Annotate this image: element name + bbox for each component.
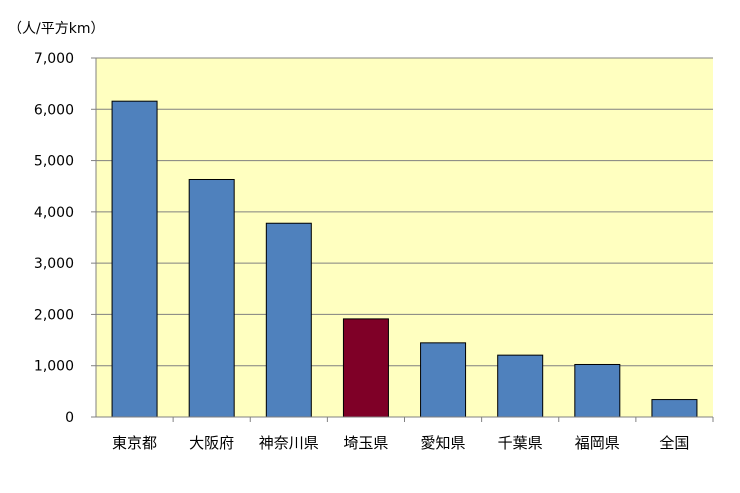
y-tick-label: 4,000: [34, 205, 74, 221]
x-tick-label: 福岡県: [575, 434, 620, 452]
y-tick-label: 2,000: [34, 307, 74, 323]
bar-2: [265, 222, 312, 418]
x-tick-label: 千葉県: [498, 434, 543, 452]
bar-4: [420, 342, 467, 418]
y-tick-label: 0: [65, 410, 74, 426]
x-tick-label: 埼玉県: [343, 434, 388, 452]
x-tick-label: 全国: [659, 434, 689, 452]
x-tick-label: 神奈川県: [259, 434, 319, 452]
bar-1: [188, 178, 235, 418]
x-tick-label: 東京都: [112, 434, 157, 452]
y-axis-unit-label: （人/平方km）: [8, 21, 104, 37]
bar-0: [111, 100, 158, 418]
bars: [111, 100, 698, 418]
x-tick-label: 大阪府: [189, 434, 234, 452]
bar-5: [497, 354, 544, 418]
bar-6: [574, 363, 621, 418]
x-tick-label: 愛知県: [421, 434, 466, 452]
bar-7: [651, 399, 698, 418]
y-tick-label: 7,000: [34, 51, 74, 67]
plot-area: [96, 58, 713, 417]
x-axis-ticks: 東京都 大阪府 神奈川県 埼玉県 愛知県 千葉県 福岡県 全国: [112, 417, 714, 452]
bar-3: [342, 318, 389, 418]
y-tick-label: 1,000: [34, 359, 74, 375]
y-tick-label: 5,000: [34, 154, 74, 170]
y-axis-ticks: 0 1,000 2,000 3,000 4,000 5,000 6,000 7,000: [34, 51, 96, 426]
y-tick-label: 3,000: [34, 256, 74, 272]
y-tick-label: 6,000: [34, 102, 74, 118]
